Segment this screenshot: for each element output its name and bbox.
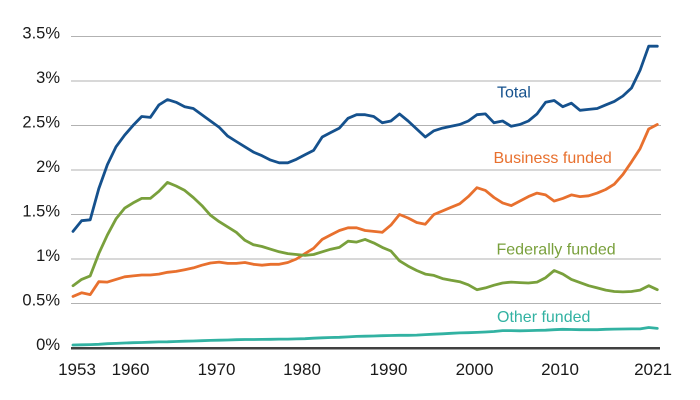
svg-text:2.5%: 2.5% <box>22 114 60 132</box>
svg-text:2%: 2% <box>36 158 60 176</box>
svg-text:3%: 3% <box>36 69 60 87</box>
svg-text:1980: 1980 <box>283 360 321 379</box>
svg-text:2000: 2000 <box>456 360 494 379</box>
svg-text:1953: 1953 <box>58 360 96 379</box>
svg-text:Federally funded: Federally funded <box>497 242 616 259</box>
svg-text:2021: 2021 <box>634 360 672 379</box>
svg-text:3.5%: 3.5% <box>22 25 60 43</box>
svg-text:2010: 2010 <box>541 360 579 379</box>
svg-text:Business funded: Business funded <box>494 150 612 167</box>
svg-text:1960: 1960 <box>112 360 150 379</box>
svg-text:1970: 1970 <box>198 360 236 379</box>
svg-text:1.5%: 1.5% <box>22 203 60 221</box>
svg-text:Total: Total <box>497 85 531 102</box>
svg-text:0.5%: 0.5% <box>22 292 60 310</box>
svg-text:1%: 1% <box>36 247 60 265</box>
svg-text:Other funded: Other funded <box>497 309 590 326</box>
svg-text:0%: 0% <box>36 336 60 354</box>
svg-text:1990: 1990 <box>370 360 408 379</box>
